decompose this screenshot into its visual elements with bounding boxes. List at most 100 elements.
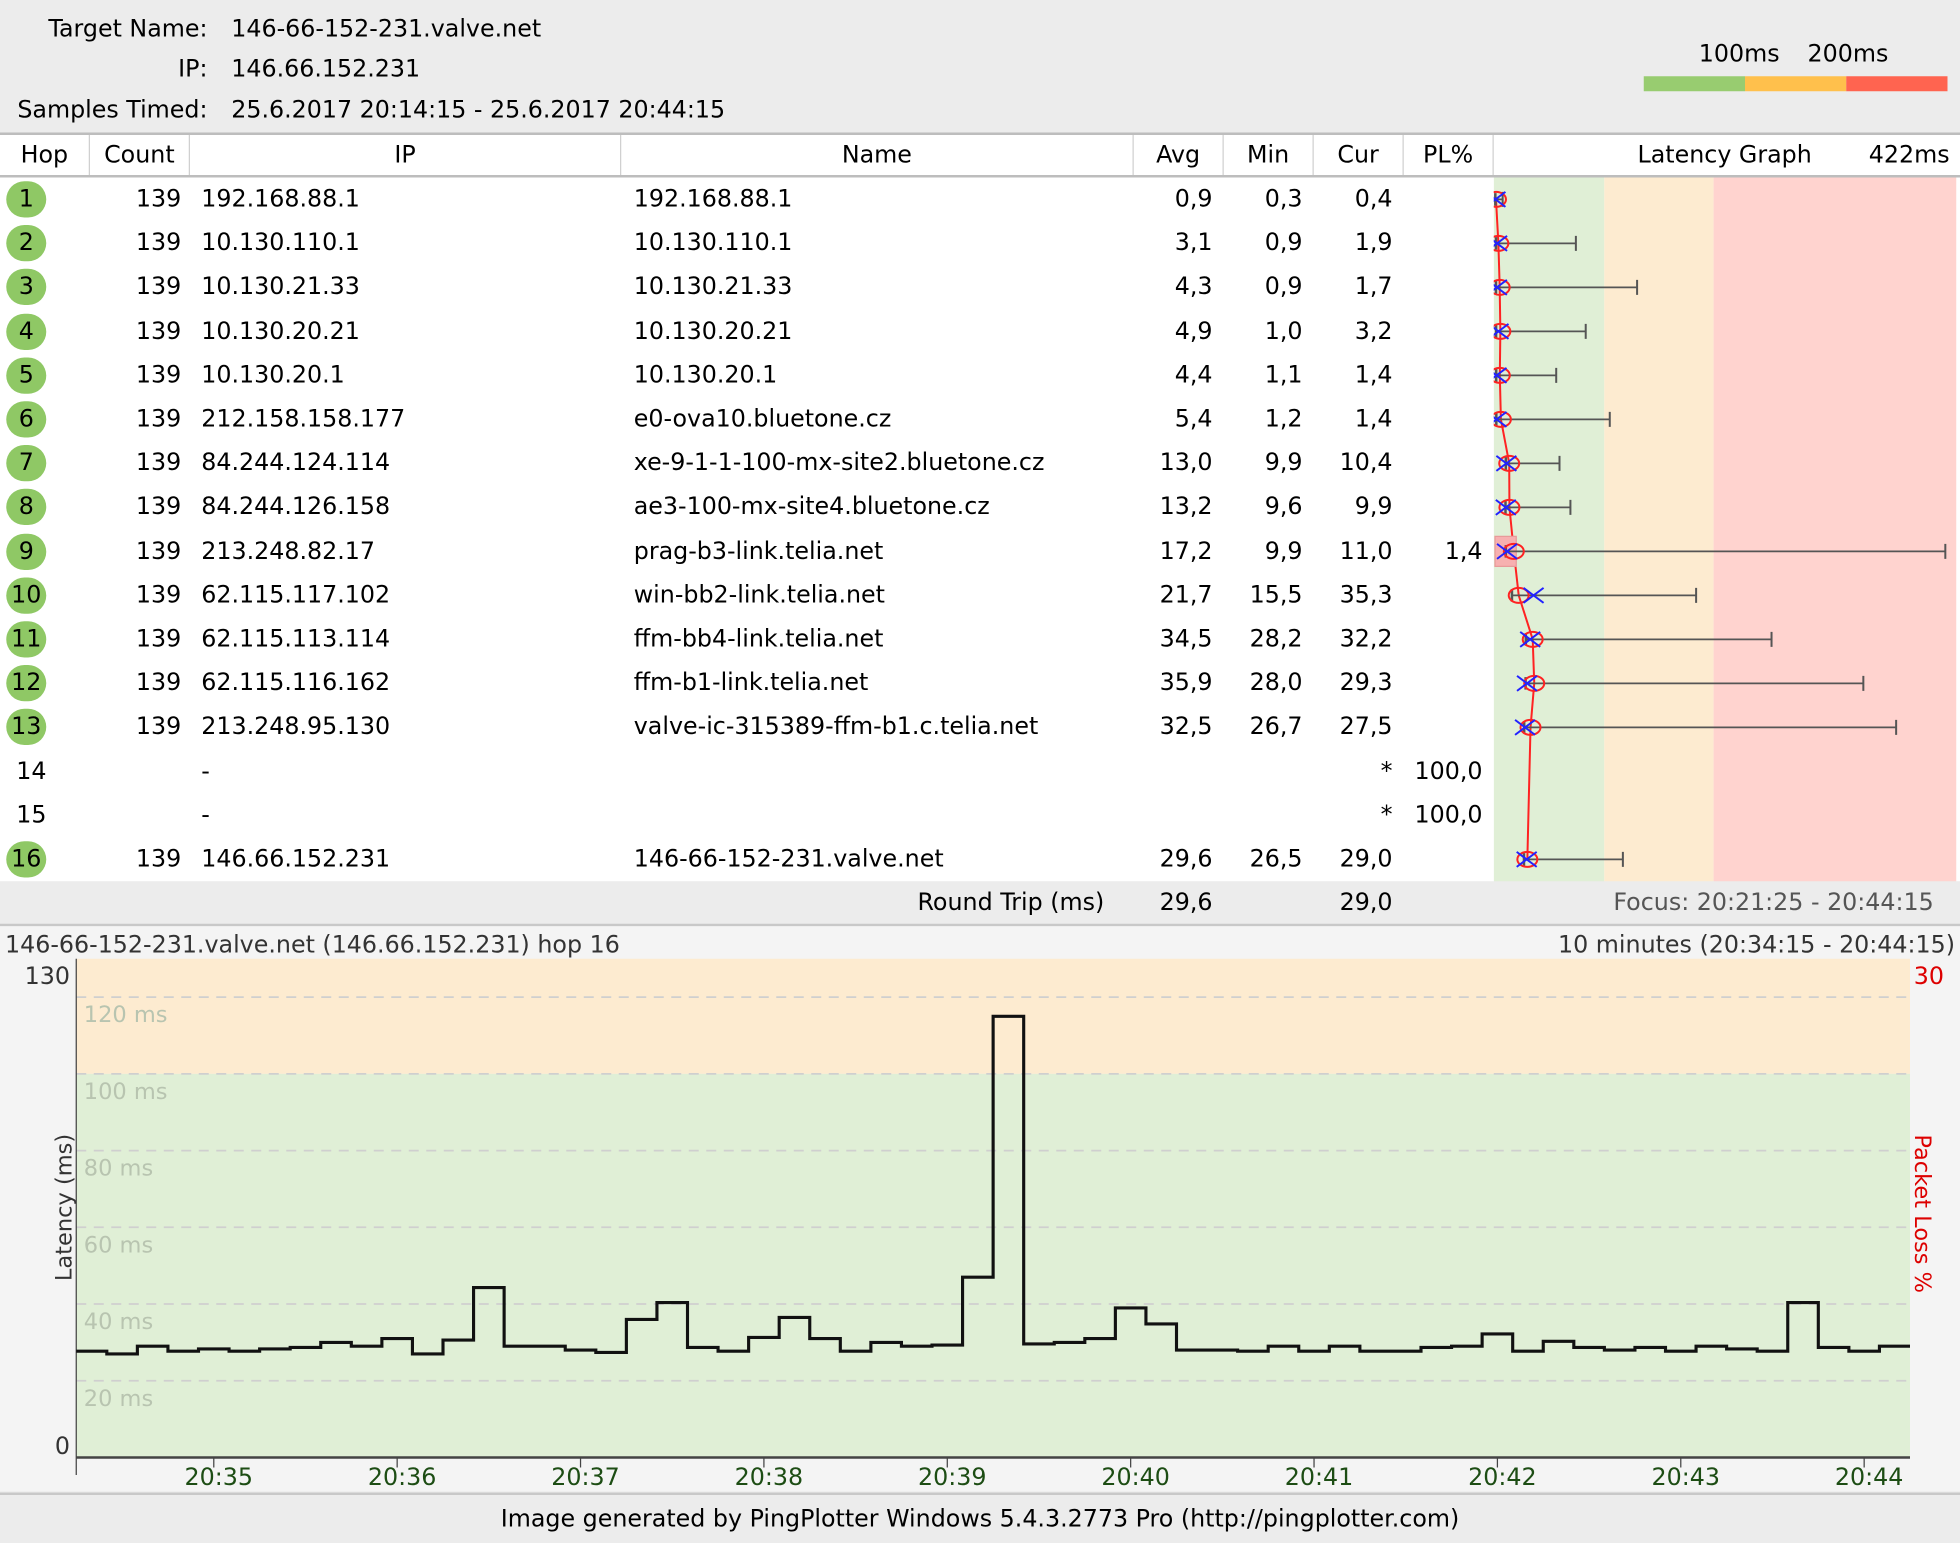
hop-min: 0,3: [1264, 185, 1303, 213]
hop-count: 139: [135, 272, 182, 301]
hop-pl: [1404, 178, 1483, 222]
hop-badge: 12: [6, 665, 47, 702]
cur-marker: [1516, 851, 1538, 868]
x-tick-label: 20:40: [1101, 1463, 1169, 1491]
hop-cur: 11,0: [1339, 536, 1393, 565]
hop-min: 15,5: [1249, 580, 1303, 609]
cur-marker: [1495, 455, 1517, 472]
column-header-ip[interactable]: IP: [190, 135, 622, 175]
hop-pl: [1404, 838, 1483, 882]
grid-label: 20 ms: [84, 1386, 153, 1412]
table-row[interactable]: 1 139 192.168.88.1 192.168.88.1 0,9 0,3 0,4: [0, 178, 1494, 222]
hop-badge: 2: [6, 225, 47, 262]
table-row[interactable]: 4 139 10.130.20.21 10.130.20.21 4,9 1,0 3,2: [0, 309, 1494, 353]
x-tick-label: 20:35: [185, 1463, 253, 1491]
grid-label: 40 ms: [84, 1309, 153, 1335]
hop-cur: 1,4: [1354, 360, 1393, 389]
hop-pl: 100,0: [1414, 800, 1483, 829]
y2-max-label: 30: [1914, 962, 1944, 990]
cur-marker: [1493, 279, 1508, 296]
avg-marker: [1516, 850, 1539, 868]
x-tick-label: 20:36: [368, 1463, 436, 1491]
y-min-label: 0: [55, 1432, 70, 1460]
x-tick-label: 20:42: [1468, 1463, 1536, 1491]
hop-ip: 10.130.20.21: [201, 316, 360, 345]
y2-axis-label: Packet Loss %: [1909, 1134, 1935, 1293]
chart-range: 10 minutes (20:34:15 - 20:44:15): [1558, 931, 1955, 959]
hop-count: [90, 793, 181, 837]
avg-marker: [1507, 586, 1530, 604]
hop-cur: 1,4: [1354, 405, 1393, 433]
hop-count: 139: [135, 448, 182, 477]
hop-name: valve-ic-315389-ffm-b1.c.telia.net: [633, 712, 1039, 741]
hop-avg: 17,2: [1159, 536, 1213, 565]
table-row[interactable]: 8 139 84.244.126.158 ae3-100-mx-site4.bluet…: [0, 485, 1494, 529]
table-row[interactable]: 15 - * 100,0: [0, 793, 1494, 837]
table-row[interactable]: 6 139 212.158.158.177 e0-ova10.bluetone.cz 5…: [0, 398, 1494, 442]
cur-marker: [1514, 719, 1536, 736]
cur-marker: [1493, 323, 1510, 340]
hop-count: 139: [135, 625, 182, 653]
legend-bad: [1846, 76, 1948, 92]
hop-cur: 1,7: [1354, 272, 1393, 301]
table-row[interactable]: 9 139 213.248.82.17 prag-b3-link.telia.net 1…: [0, 529, 1494, 573]
zone-warn: [1604, 177, 1714, 884]
avg-marker: [1493, 322, 1512, 340]
hop-min: 1,2: [1264, 405, 1303, 433]
legend-100ms: 100ms: [1698, 40, 1780, 68]
ip-label: IP:: [178, 55, 208, 83]
table-row[interactable]: 5 139 10.130.20.1 10.130.20.1 4,4 1,1 1,4: [0, 353, 1494, 397]
hop-pl: 1,4: [1444, 536, 1483, 565]
hop-cur: 1,9: [1354, 228, 1393, 257]
table-row[interactable]: 12 139 62.115.116.162 ffm-b1-link.telia.net…: [0, 661, 1494, 705]
table-row[interactable]: 2 139 10.130.110.1 10.130.110.1 3,1 0,9 1,9: [0, 221, 1494, 265]
samples-label: Samples Timed:: [17, 96, 208, 124]
column-header-hop[interactable]: Hop: [0, 135, 90, 175]
hop-cur: 9,9: [1354, 492, 1393, 521]
hop-badge: 4: [6, 313, 47, 350]
hop-ip: 62.115.113.114: [201, 625, 391, 653]
round-trip-avg: 29,6: [1159, 888, 1213, 917]
avg-marker: [1493, 410, 1512, 428]
hop-name: xe-9-1-1-100-mx-site2.bluetone.cz: [633, 448, 1045, 477]
x-tick-label: 20:37: [551, 1463, 619, 1491]
legend-good: [1643, 76, 1745, 92]
hop-min: 1,1: [1264, 360, 1303, 389]
hop-min: 9,6: [1264, 492, 1303, 521]
grid-label: 120 ms: [84, 1002, 168, 1028]
table-row[interactable]: 3 139 10.130.21.33 10.130.21.33 4,3 0,9 1,7: [0, 265, 1494, 309]
column-header-count[interactable]: Count: [90, 135, 190, 175]
hop-badge: 9: [6, 533, 47, 570]
latency-graph: [1493, 177, 1957, 884]
hop-avg: 4,4: [1174, 360, 1213, 389]
hop-avg: 32,5: [1159, 712, 1213, 741]
column-header-name[interactable]: Name: [621, 135, 1134, 175]
table-row[interactable]: 10 139 62.115.117.102 win-bb2-link.telia.ne…: [0, 573, 1494, 617]
table-row[interactable]: 7 139 84.244.124.114 xe-9-1-1-100-mx-site2.…: [0, 441, 1494, 485]
hop-ip: -: [201, 756, 210, 785]
hop-avg: 21,7: [1159, 580, 1213, 609]
target-name-label: Target Name:: [48, 15, 208, 43]
hop-badge: 10: [6, 577, 47, 614]
hop-min: 0,9: [1264, 228, 1303, 257]
cur-marker: [1493, 367, 1508, 384]
hop-avg: 13,0: [1159, 448, 1213, 477]
table-row[interactable]: 16 139 146.66.152.231 146-66-152-231.valve.…: [0, 838, 1494, 882]
hop-pl: [1404, 573, 1483, 617]
latency-series: [76, 1014, 1910, 1356]
hop-badge: 5: [6, 357, 47, 394]
column-header-cur[interactable]: Cur: [1314, 135, 1404, 175]
table-row[interactable]: 14 - * 100,0: [0, 749, 1494, 793]
hop-badge: 1: [6, 181, 47, 218]
table-row[interactable]: 13 139 213.248.95.130 valve-ic-315389-ffm-b…: [0, 705, 1494, 749]
hop-avg: 29,6: [1159, 845, 1213, 873]
column-header-pl-pct[interactable]: PL%: [1404, 135, 1494, 175]
table-row[interactable]: 11 139 62.115.113.114 ffm-bb4-link.telia.ne…: [0, 618, 1494, 662]
legend-200ms: 200ms: [1807, 40, 1889, 68]
focus-range: Focus: 20:21:25 - 20:44:15: [1613, 888, 1934, 917]
latency-color-legend: [1643, 76, 1948, 92]
hop-avg: 4,9: [1174, 316, 1213, 345]
column-header-avg[interactable]: Avg: [1134, 135, 1224, 175]
column-header-min[interactable]: Min: [1224, 135, 1314, 175]
